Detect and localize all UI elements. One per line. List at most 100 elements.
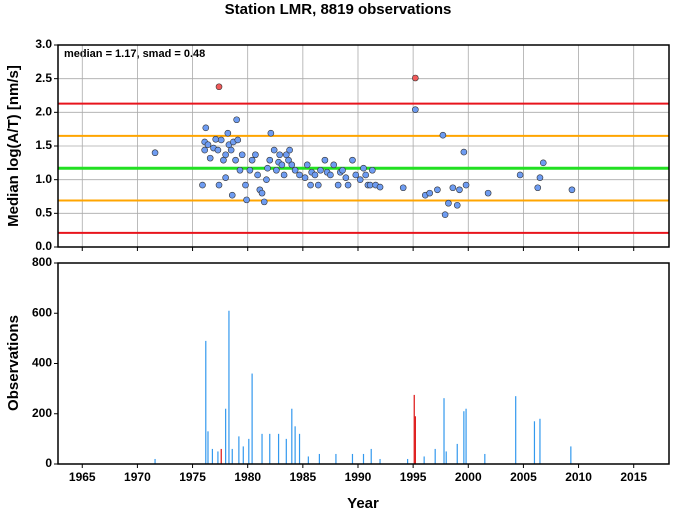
point xyxy=(460,148,468,156)
point xyxy=(254,171,261,179)
point xyxy=(441,211,449,218)
point xyxy=(366,181,374,189)
bar xyxy=(370,448,372,464)
point xyxy=(222,174,229,181)
x-tick-label: 1980 xyxy=(234,470,261,484)
point xyxy=(267,129,275,137)
y-tick-label: 2.0 xyxy=(35,105,52,119)
point xyxy=(303,161,311,169)
y-tick-label: 2.5 xyxy=(35,71,52,85)
point xyxy=(246,166,254,174)
point xyxy=(344,181,352,189)
bar xyxy=(231,448,233,464)
point xyxy=(288,161,296,169)
point xyxy=(342,174,350,181)
point xyxy=(445,199,452,207)
bar xyxy=(351,453,354,464)
point xyxy=(321,156,329,164)
point xyxy=(212,135,220,143)
y-tick-label: 200 xyxy=(32,406,52,420)
point xyxy=(291,166,299,174)
point xyxy=(317,166,324,174)
point xyxy=(399,184,407,192)
point xyxy=(412,74,419,82)
x-tick-label: 1975 xyxy=(179,470,206,484)
bar xyxy=(443,398,445,464)
point xyxy=(360,164,367,172)
plot-frame xyxy=(57,44,670,248)
x-tick-label: 2000 xyxy=(455,470,482,484)
bar xyxy=(414,416,416,464)
point xyxy=(330,161,338,169)
point xyxy=(314,181,322,189)
bar xyxy=(515,396,517,464)
point xyxy=(243,196,250,204)
y-tick-label: 1.5 xyxy=(35,138,52,152)
x-tick-label: 1990 xyxy=(345,470,372,484)
point xyxy=(273,166,280,174)
point xyxy=(453,201,461,209)
point xyxy=(449,184,457,192)
plot-frame xyxy=(57,262,670,465)
x-tick-label: 1995 xyxy=(400,470,427,484)
y-tick-label: 3.0 xyxy=(35,37,52,51)
point xyxy=(280,171,288,179)
y-axis-label: Observations xyxy=(5,315,22,411)
x-tick-label: 2015 xyxy=(620,470,647,484)
point xyxy=(202,124,210,132)
point xyxy=(462,181,470,189)
point xyxy=(301,174,309,181)
y-tick-label: 0 xyxy=(45,456,52,470)
point xyxy=(232,156,239,164)
point xyxy=(199,181,206,189)
bar xyxy=(217,451,219,464)
bar xyxy=(242,446,244,464)
point xyxy=(356,176,364,183)
bar xyxy=(154,458,156,464)
bar xyxy=(533,421,536,464)
point xyxy=(349,156,356,164)
bar xyxy=(220,448,222,464)
bar xyxy=(413,394,415,464)
point xyxy=(201,146,208,154)
point xyxy=(484,189,492,197)
x-tick-label: 2005 xyxy=(510,470,537,484)
point xyxy=(307,181,314,189)
point xyxy=(266,156,274,164)
point xyxy=(228,191,236,199)
bar xyxy=(484,453,486,464)
x-axis-label: Year xyxy=(347,495,379,511)
y-tick-label: 800 xyxy=(32,255,52,269)
chart-title: Station LMR, 8819 observations xyxy=(225,1,452,18)
point xyxy=(296,171,303,179)
point xyxy=(276,151,283,159)
bar xyxy=(294,426,296,464)
bar xyxy=(407,458,409,464)
point xyxy=(412,106,419,113)
bar xyxy=(335,453,337,464)
point xyxy=(534,184,542,192)
point xyxy=(278,161,286,169)
bar xyxy=(434,448,436,464)
point xyxy=(215,83,223,91)
point xyxy=(456,186,463,194)
point xyxy=(217,136,225,144)
bar xyxy=(570,446,572,464)
point xyxy=(215,181,223,189)
y-tick-label: 600 xyxy=(32,305,52,319)
point xyxy=(362,171,370,179)
point xyxy=(352,171,360,179)
bar xyxy=(379,458,381,464)
bar xyxy=(238,436,240,464)
point xyxy=(434,186,441,194)
y-tick-label: 0.0 xyxy=(35,239,52,253)
point xyxy=(311,171,319,179)
point xyxy=(206,154,214,162)
point xyxy=(204,141,212,148)
point xyxy=(234,136,242,144)
point xyxy=(264,164,271,172)
bar xyxy=(225,408,227,464)
bar xyxy=(269,433,271,464)
point xyxy=(242,181,249,189)
